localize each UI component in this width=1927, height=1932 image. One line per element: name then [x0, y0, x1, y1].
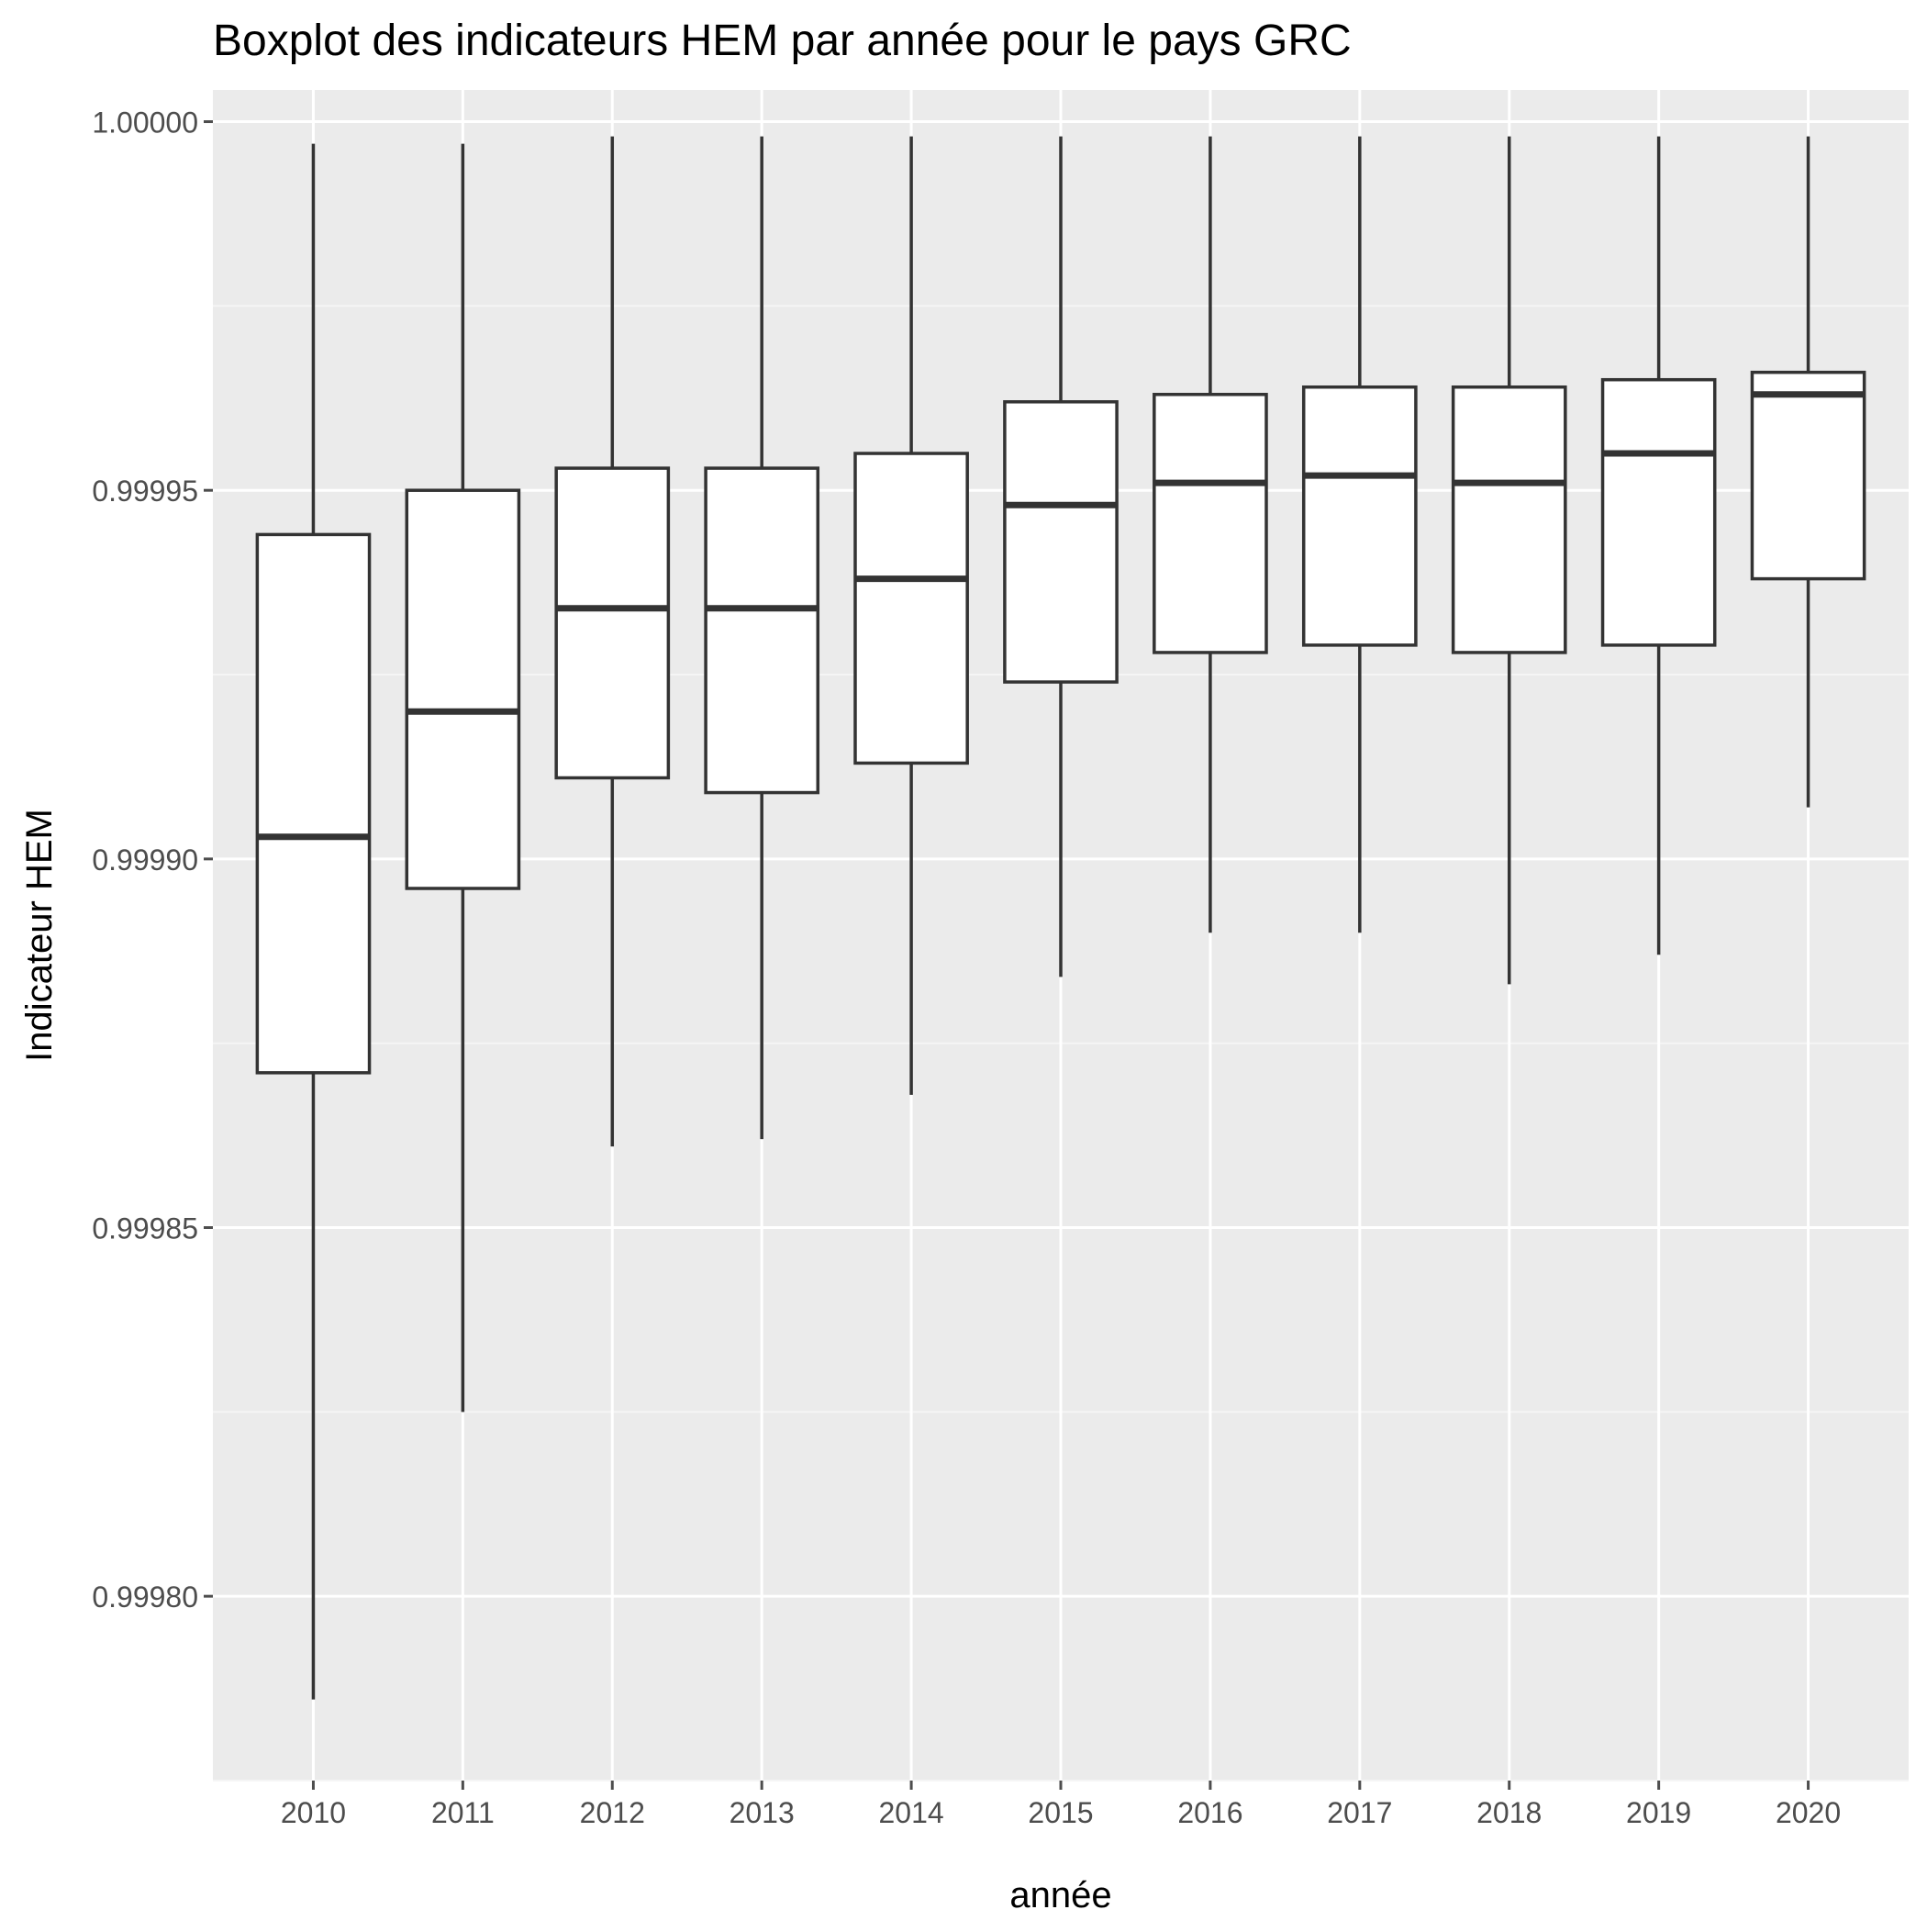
- box-2019: [1600, 136, 1717, 955]
- chart-title: Boxplot des indicateurs HEM par année po…: [213, 17, 1352, 65]
- iqr-box: [853, 452, 969, 765]
- x-axis: 2010 2011 2012 2013 2014 2015 2016 2017 2018 2019…: [281, 1781, 1841, 1829]
- x-tick-label: 2018: [1476, 1796, 1542, 1829]
- box-2013: [704, 136, 820, 1140]
- iqr-box: [255, 532, 372, 1075]
- y-tick-label: 0.99990: [92, 843, 198, 877]
- x-axis-title: année: [1009, 1875, 1111, 1915]
- y-tick-label: 0.99985: [92, 1212, 198, 1245]
- iqr-box: [554, 466, 671, 780]
- box-2017: [1301, 136, 1418, 933]
- box-series: [255, 136, 1866, 1700]
- x-tick-label: 2019: [1626, 1796, 1691, 1829]
- box-2011: [405, 143, 521, 1413]
- iqr-box: [1301, 385, 1418, 647]
- x-tick-label: 2011: [431, 1796, 495, 1829]
- y-axis: 0.99980 0.99985 0.99990 0.99995 1.00000: [92, 106, 213, 1614]
- iqr-box: [1600, 377, 1717, 647]
- box-2020: [1750, 136, 1866, 808]
- box-2016: [1153, 136, 1268, 933]
- iqr-box: [405, 488, 521, 890]
- x-tick-label: 2015: [1028, 1796, 1093, 1829]
- box-2018: [1451, 136, 1567, 985]
- box-2014: [853, 136, 969, 1095]
- iqr-box: [1153, 393, 1268, 654]
- iqr-box: [704, 466, 820, 795]
- x-tick-label: 2010: [281, 1796, 346, 1829]
- y-tick-label: 0.99980: [92, 1580, 198, 1614]
- y-tick-label: 0.99995: [92, 475, 198, 508]
- x-tick-label: 2017: [1327, 1796, 1392, 1829]
- x-tick-label: 2014: [878, 1796, 943, 1829]
- x-tick-label: 2020: [1776, 1796, 1841, 1829]
- iqr-box: [1003, 400, 1119, 684]
- y-axis-title: Indicateur HEM: [19, 809, 60, 1062]
- iqr-box: [1451, 385, 1567, 654]
- box-2010: [255, 143, 372, 1700]
- box-2012: [554, 136, 671, 1147]
- x-tick-label: 2012: [580, 1796, 645, 1829]
- y-tick-label: 1.00000: [92, 106, 198, 140]
- x-tick-label: 2016: [1177, 1796, 1242, 1829]
- box-2015: [1003, 136, 1119, 977]
- x-tick-label: 2013: [730, 1796, 795, 1829]
- iqr-box: [1750, 370, 1866, 581]
